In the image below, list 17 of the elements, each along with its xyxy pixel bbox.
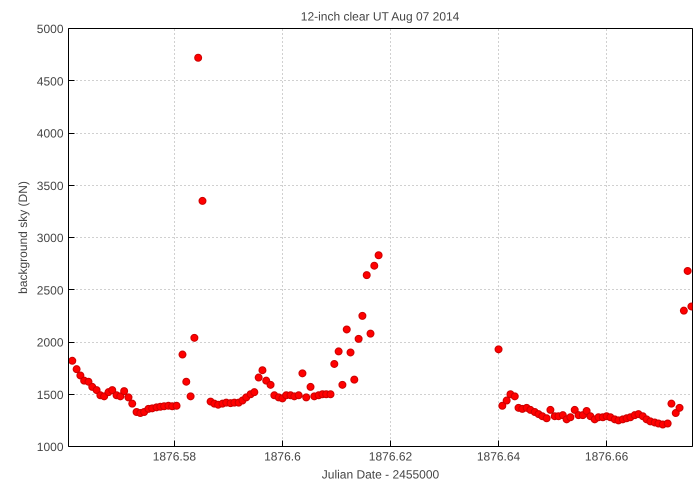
y-tick-label: 2500 bbox=[36, 283, 64, 298]
y-tick-label: 1500 bbox=[36, 388, 64, 402]
x-tick-label: 1876.66 bbox=[584, 450, 629, 464]
y-tick-label: 2000 bbox=[36, 336, 64, 350]
y-axis-title: background sky (DN) bbox=[16, 181, 30, 294]
y-tick-label: 1000 bbox=[36, 440, 64, 454]
y-tick-label: 4500 bbox=[36, 74, 64, 88]
x-tick-label: 1876.62 bbox=[368, 450, 413, 464]
x-tick-label: 1876.64 bbox=[476, 450, 521, 464]
y-tick-label: 3000 bbox=[36, 231, 64, 245]
chart-title: 12-inch clear UT Aug 07 2014 bbox=[300, 10, 460, 24]
y-tick-label: 3500 bbox=[36, 178, 64, 193]
y-tick-label: 4000 bbox=[36, 126, 64, 140]
x-tick-label: 1876.6 bbox=[264, 450, 302, 464]
x-tick-label: 1876.58 bbox=[152, 450, 196, 464]
x-axis-title: Julian Date - 2455000 bbox=[322, 468, 440, 482]
y-tick-label: 5000 bbox=[36, 22, 64, 36]
